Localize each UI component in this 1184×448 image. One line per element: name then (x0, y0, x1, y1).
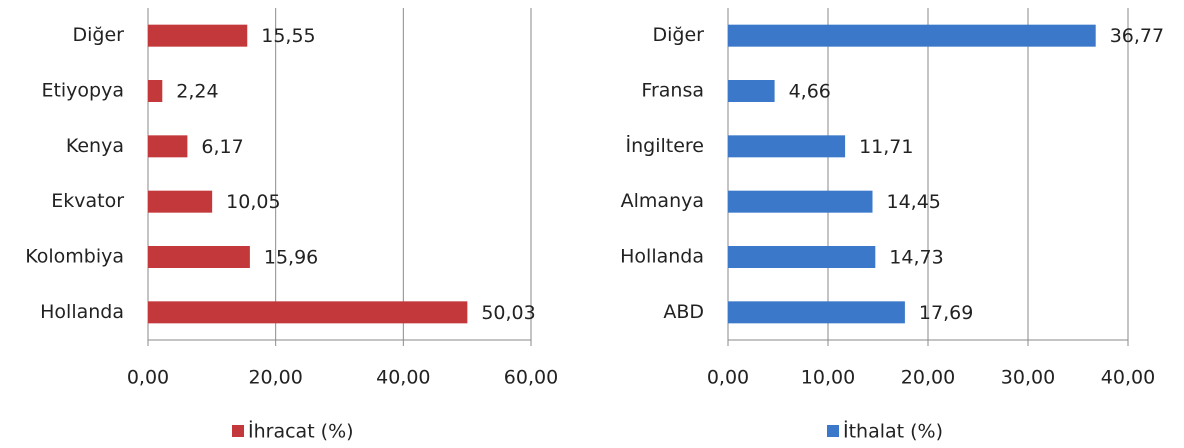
y-tick-label: Etiyopya (41, 80, 124, 102)
value-label: 10,05 (226, 191, 280, 213)
x-tick-label: 40,00 (376, 367, 430, 389)
y-tick-label: Kenya (66, 135, 124, 157)
y-tick-label: Kolombiya (25, 246, 124, 268)
legend-label: İhracat (%) (248, 420, 354, 443)
value-label: 4,66 (789, 81, 831, 103)
y-tick-label: Hollanda (40, 301, 124, 323)
x-tick-label: 40,00 (1101, 367, 1155, 389)
bar (728, 301, 905, 324)
x-tick-label: 30,00 (1001, 367, 1055, 389)
y-tick-label: Almanya (621, 190, 704, 212)
bar (148, 135, 188, 158)
y-tick-label: Fransa (641, 80, 704, 102)
y-tick-label: Hollanda (620, 246, 704, 268)
value-label: 36,77 (1110, 25, 1164, 47)
bar (148, 246, 250, 268)
y-tick-label: ABD (663, 301, 704, 323)
bar (148, 24, 248, 47)
value-label: 15,96 (264, 247, 318, 269)
bar (728, 24, 1096, 47)
x-tick-label: 0,00 (707, 367, 749, 389)
legend-swatch (232, 425, 244, 437)
bar (728, 80, 775, 102)
value-label: 50,03 (481, 302, 535, 324)
x-tick-label: 20,00 (248, 367, 302, 389)
x-tick-label: 0,00 (127, 367, 169, 389)
bar (148, 301, 468, 324)
legend-label: İthalat (%) (843, 420, 943, 443)
x-tick-label: 10,00 (801, 367, 855, 389)
bar (728, 190, 873, 213)
value-label: 14,45 (887, 191, 941, 213)
y-tick-label: Diğer (73, 24, 125, 46)
y-tick-label: Diğer (653, 24, 705, 46)
y-tick-label: İngiltere (626, 134, 705, 157)
value-label: 11,71 (859, 136, 913, 158)
x-tick-label: 60,00 (504, 367, 558, 389)
bar (148, 190, 213, 213)
value-label: 15,55 (261, 25, 315, 47)
bar (148, 80, 163, 102)
bar (728, 246, 876, 268)
bar (728, 135, 846, 158)
value-label: 14,73 (889, 247, 943, 269)
legend-swatch (827, 425, 839, 437)
value-label: 17,69 (919, 302, 973, 324)
value-label: 2,24 (176, 81, 218, 103)
value-label: 6,17 (201, 136, 243, 158)
x-tick-label: 20,00 (901, 367, 955, 389)
y-tick-label: Ekvator (51, 190, 124, 212)
